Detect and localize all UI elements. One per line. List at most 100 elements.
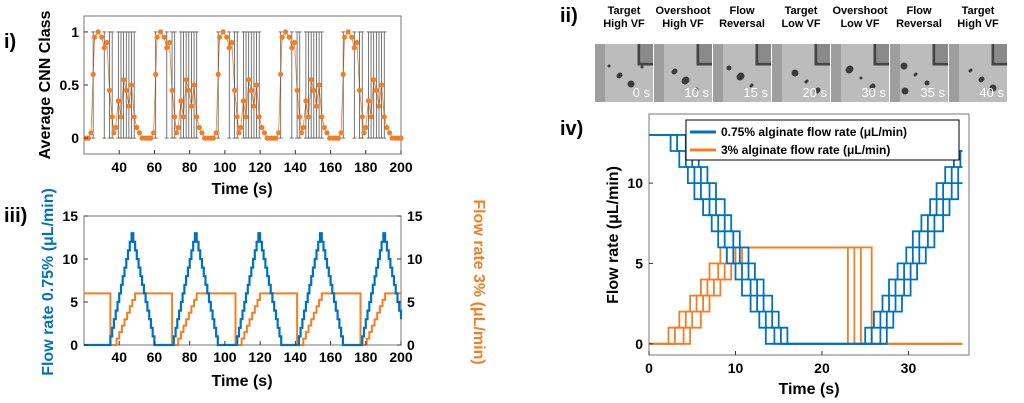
frame-droplet (804, 80, 808, 84)
panel-i-point (236, 130, 242, 136)
panel-i-point (379, 82, 385, 88)
frame-label-line1: Overshoot (655, 5, 710, 17)
panel-i-point (361, 130, 367, 136)
panel-i-point (279, 34, 285, 40)
panel-i-xtick-label: 140 (284, 159, 308, 175)
panel-i-point (316, 82, 322, 88)
panel-i-xtick-label: 80 (182, 159, 198, 175)
panel-iv-xtick-label: 20 (814, 360, 830, 376)
panel-i-point (286, 34, 292, 40)
panel-i-point (172, 114, 178, 120)
frame-channel-wall (654, 44, 664, 102)
panel-i-point (371, 77, 377, 83)
panel-i-point (308, 77, 314, 83)
panel-iii-ytick-left: 5 (70, 294, 78, 310)
panel-i-point (313, 103, 320, 109)
frame-label-line1: Target (962, 5, 995, 17)
panel-i-point (136, 130, 143, 136)
panel-iv-ylabel: Flow rate (μL/min) (605, 166, 622, 304)
panel-i-point (259, 124, 265, 131)
frame-droplet (749, 84, 753, 88)
panel-iv-xlabel: Time (s) (778, 381, 839, 398)
frame-channel-wall (949, 44, 959, 102)
panel-i-point (85, 135, 91, 141)
panel-i-point (354, 39, 360, 46)
panel-i-point (115, 98, 121, 104)
frame-label-line1: Target (785, 5, 818, 17)
panel-i-point (363, 124, 369, 131)
frame-droplet (791, 69, 799, 77)
panel-i-point (387, 130, 393, 136)
panel-i-point (188, 103, 194, 109)
panel-i-point (196, 124, 202, 131)
panel-label-iii: iii) (4, 205, 27, 227)
panel-i-point (194, 114, 200, 120)
panel-i-ytick-label: 1 (71, 24, 79, 40)
panel-iii-xtick-label: 160 (319, 349, 343, 365)
panel-i-point (131, 114, 137, 120)
panel-i-point (95, 29, 101, 35)
panel-i-point (345, 29, 351, 35)
frame-channel-edge (696, 44, 712, 66)
panel-i-point (113, 124, 119, 131)
legend: 0.75% alginate flow rate (μL/min) 3% alg… (685, 119, 960, 161)
panel-iii-xtick-label: 100 (213, 349, 237, 365)
panel-i-point (109, 114, 115, 120)
frame-label-line2: High VF (603, 18, 645, 30)
panel-i-chart: 40 60 80 100 120 140 160 180 200 0 0.5 1 Time (s) A… (37, 11, 413, 199)
frame-droplet (695, 87, 699, 91)
panel-i-point (180, 114, 187, 120)
panel-i-point (217, 34, 223, 40)
legend-label-075: 0.75% alginate flow rate (μL/min) (721, 125, 907, 139)
panel-i-point (319, 114, 325, 120)
panel-i-point (300, 124, 306, 131)
frame-channel-wall (772, 44, 782, 102)
panel-i-point (232, 87, 238, 93)
panel-i-xtick-label: 100 (213, 159, 237, 175)
panel-label-i: i) (4, 31, 16, 53)
panel-i-point (294, 87, 300, 93)
panel-i-point (186, 87, 192, 93)
panel-i-point (202, 135, 208, 141)
panel-i-point (246, 77, 252, 83)
frame-channel-edge (873, 44, 889, 66)
panel-i-point (101, 45, 107, 51)
panel-iii-ylabel-left: Flow rate 0.75% (μL/min) (40, 188, 57, 376)
panel-i-point (291, 39, 298, 46)
panel-i-point (183, 77, 189, 83)
frame-droplet (616, 73, 622, 79)
panel-i-point (261, 130, 268, 136)
panel-i-point (104, 39, 110, 46)
frame-droplet (989, 84, 997, 92)
panel-i-point (215, 71, 221, 77)
frame-channel-edge (637, 44, 653, 66)
frame-label-line2: High VF (957, 18, 999, 30)
panel-i-point (254, 82, 260, 88)
frame-droplet (726, 65, 732, 71)
legend-label-3pct: 3% alginate flow rate (μL/min) (721, 143, 890, 157)
panel-iv-ytick-label: 10 (627, 175, 643, 191)
panel-iii-series-3pct (84, 292, 401, 346)
frame-droplet (901, 87, 909, 95)
panel-i-point (126, 103, 132, 109)
frame-label-line2: Reversal (896, 18, 942, 30)
panel-i-point (398, 135, 404, 141)
panel-i-point (173, 130, 180, 136)
panel-i-point (338, 130, 344, 136)
frame-label-line1: Target (608, 5, 641, 17)
panel-i-ytick-label: 0.5 (60, 77, 80, 93)
panel-i-xtick-label: 160 (319, 159, 343, 175)
frame-label-line2: Low VF (781, 18, 820, 30)
panel-i-point (303, 98, 309, 104)
panel-i-xtick-label: 60 (147, 159, 163, 175)
frame-channel-corner (818, 44, 830, 62)
panel-i-xtick-label: 200 (389, 159, 413, 175)
panel-iii-xtick-label: 200 (389, 349, 413, 365)
panel-i-point (342, 34, 348, 40)
frame-channel-edge (755, 44, 771, 66)
panel-i-point (99, 34, 105, 40)
panel-i-point (118, 114, 124, 120)
panel-i-point (357, 87, 363, 93)
